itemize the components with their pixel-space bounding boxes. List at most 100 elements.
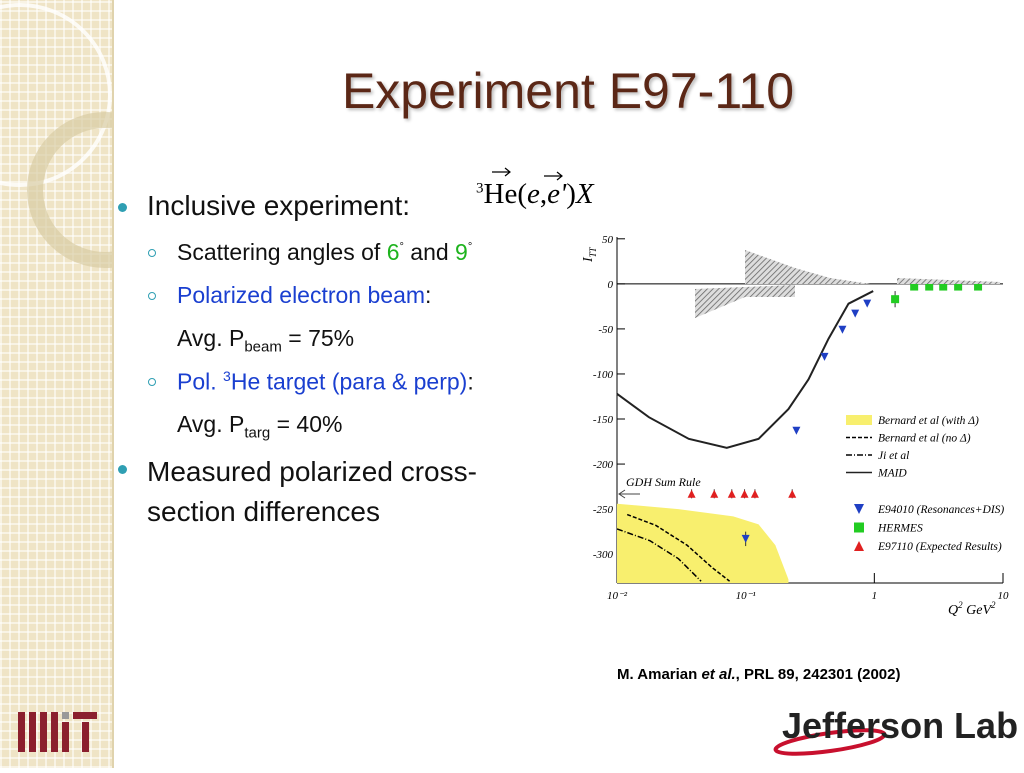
marker bbox=[740, 489, 749, 498]
y-tick-label: -250 bbox=[593, 504, 614, 516]
marker bbox=[925, 282, 934, 291]
bullet-text: Inclusive experiment: bbox=[147, 190, 411, 221]
label-unit: GeV bbox=[963, 603, 993, 618]
x-tick-label: 10 bbox=[998, 590, 1010, 602]
mit-logo bbox=[18, 712, 97, 752]
citation: M. Amarian et al., PRL 89, 242301 (2002) bbox=[617, 666, 901, 683]
legend-label: HERMES bbox=[877, 523, 923, 535]
sub-bullet bbox=[148, 378, 156, 386]
decorative-strip bbox=[0, 0, 183, 768]
detail-text: Avg. Ptarg = 40% bbox=[177, 411, 342, 442]
angle: 6 bbox=[386, 239, 400, 265]
y-axis-label: ITT bbox=[581, 246, 598, 263]
marker bbox=[741, 534, 750, 543]
formula-part: e' bbox=[547, 178, 567, 210]
vector-arrows bbox=[492, 167, 563, 181]
marker bbox=[851, 309, 860, 318]
marker bbox=[854, 541, 864, 551]
marker bbox=[820, 352, 829, 361]
marker bbox=[954, 282, 963, 291]
angle: 9 bbox=[455, 239, 468, 265]
legend-label: Bernard et al (with Δ) bbox=[878, 415, 979, 427]
text: : bbox=[467, 368, 474, 395]
marker bbox=[854, 522, 864, 533]
text: Scattering angles of bbox=[177, 239, 387, 265]
mass-number: 3 bbox=[476, 180, 484, 197]
formula-part: e bbox=[526, 178, 540, 210]
marker bbox=[910, 282, 919, 291]
formula-part: He( bbox=[483, 178, 527, 210]
text: , PRL 89, 242301 (2002) bbox=[735, 666, 901, 683]
sub-bullet-text: Scattering angles of 6° and 9° bbox=[177, 239, 472, 266]
label-main: Q bbox=[948, 603, 958, 618]
y-tick-label: -300 bbox=[593, 549, 614, 561]
formula-part: , bbox=[539, 178, 548, 210]
text: Avg. P bbox=[177, 411, 245, 437]
label-main: I bbox=[581, 256, 596, 263]
text: = 75% bbox=[281, 325, 355, 351]
legend-label: E97110 (Expected Results) bbox=[877, 541, 1002, 553]
text: He target (para & perp) bbox=[230, 368, 468, 395]
marker bbox=[727, 489, 736, 498]
marker bbox=[687, 489, 696, 498]
formula-part: ) bbox=[566, 178, 576, 210]
y-tick-label: 50 bbox=[602, 234, 614, 246]
model-curve bbox=[626, 513, 731, 582]
superscript: 3 bbox=[223, 368, 231, 384]
marker bbox=[710, 489, 719, 498]
systematic-band bbox=[745, 250, 870, 284]
sub-bullet-text: Polarized electron beam: bbox=[177, 282, 431, 309]
text: et al. bbox=[701, 666, 736, 683]
logo-text: Jefferson Lab bbox=[782, 705, 1018, 746]
bullet bbox=[118, 203, 127, 212]
marker bbox=[863, 299, 872, 308]
text: M. Amarian bbox=[617, 666, 702, 683]
x-tick-label: 10⁻¹ bbox=[736, 590, 756, 602]
degree: ° bbox=[399, 241, 404, 253]
bullet-text: Measured polarized cross-section differe… bbox=[147, 456, 477, 527]
marker bbox=[788, 489, 797, 498]
text: = 40% bbox=[270, 411, 343, 437]
text: and bbox=[403, 239, 456, 265]
marker bbox=[792, 426, 801, 435]
formula-part: X bbox=[575, 178, 594, 210]
subscript: targ bbox=[244, 424, 271, 442]
x-axis-label: Q2 GeV2 bbox=[948, 600, 996, 618]
degree: ° bbox=[467, 241, 473, 253]
model-curve bbox=[616, 290, 874, 449]
annotation: GDH Sum Rule bbox=[626, 475, 701, 489]
y-tick-label: -200 bbox=[593, 459, 614, 471]
reaction-formula: 3He(e,e')X bbox=[476, 178, 594, 211]
model-band bbox=[617, 503, 789, 583]
jlab-logo: Jefferson Lab bbox=[773, 705, 1018, 756]
marker bbox=[838, 325, 847, 334]
chart: 50 0 -50 -100 -150 -200 -250 -300 10⁻² 10⁻¹ 1 10 ITT… bbox=[581, 233, 1010, 618]
legend-label: Ji et al bbox=[878, 450, 909, 462]
text: : bbox=[425, 282, 432, 308]
legend-label: E94010 (Resonances+DIS) bbox=[877, 504, 1004, 516]
marker bbox=[891, 295, 900, 304]
legend-swatch bbox=[846, 415, 872, 425]
legend-label: MAID bbox=[877, 468, 907, 480]
systematic-band bbox=[695, 285, 795, 318]
x-tick-label: 10⁻² bbox=[607, 590, 628, 602]
subscript: beam bbox=[244, 338, 282, 356]
sub-bullet bbox=[148, 249, 156, 257]
y-tick-label: 0 bbox=[608, 279, 614, 291]
systematic-band bbox=[897, 278, 1000, 284]
marker bbox=[750, 489, 759, 498]
label-sub: TT bbox=[588, 246, 598, 257]
sub-bullet bbox=[148, 292, 156, 300]
legend-label: Bernard et al (no Δ) bbox=[878, 433, 971, 445]
x-tick-label: 1 bbox=[872, 590, 878, 602]
text: Pol. bbox=[177, 368, 224, 395]
bullet bbox=[118, 465, 127, 474]
label-sup: 2 bbox=[958, 600, 963, 610]
marker bbox=[939, 282, 948, 291]
annotation-arrow bbox=[618, 489, 640, 499]
sub-bullet-text: Pol. 3He target (para & perp): bbox=[177, 368, 474, 396]
marker bbox=[974, 282, 983, 291]
y-tick-label: -50 bbox=[598, 324, 613, 336]
y-tick-label: -150 bbox=[593, 414, 614, 426]
